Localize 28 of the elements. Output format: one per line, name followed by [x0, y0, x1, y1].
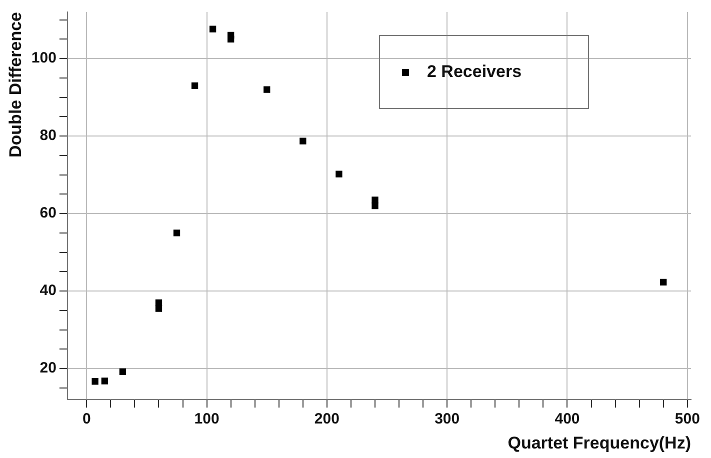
point: [228, 32, 234, 39]
point: [155, 305, 162, 312]
x-tick-label: 100: [194, 410, 220, 428]
point: [119, 368, 126, 376]
point: [191, 82, 198, 89]
point: [173, 230, 180, 236]
x-axis-title: Quartet Frequency(Hz): [508, 433, 691, 452]
point: [155, 299, 162, 306]
y-tick-label: 60: [40, 204, 56, 222]
legend-label: 2 Receivers: [427, 62, 522, 82]
point: [209, 26, 216, 32]
x-tick-label: 500: [674, 410, 700, 428]
y-tick-label: 20: [40, 360, 56, 377]
point: [660, 278, 667, 286]
point: [264, 86, 270, 93]
x-tick-label: 200: [314, 410, 340, 428]
point: [300, 138, 306, 144]
x-tick-label: 300: [434, 410, 460, 428]
y-tick-label: 80: [40, 127, 56, 144]
point: [92, 378, 98, 385]
x-tick-label: 400: [554, 410, 580, 428]
y-tick-label: 40: [40, 282, 56, 300]
point: [101, 378, 108, 384]
x-tick-label: 0: [82, 410, 91, 428]
y-axis-title: Double Difference: [6, 12, 25, 158]
point: [372, 196, 378, 204]
y-tick-label: 100: [31, 50, 56, 67]
point: [336, 170, 342, 178]
